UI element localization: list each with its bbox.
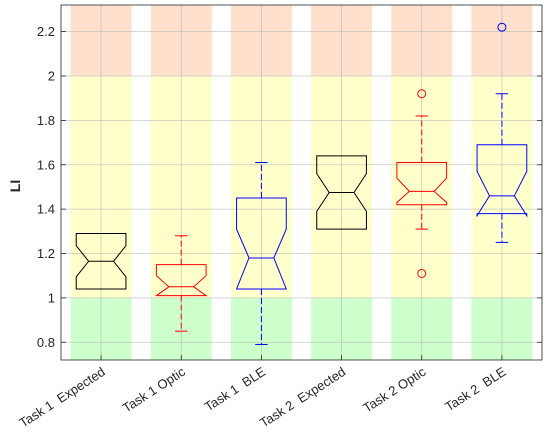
boxes	[75, 22, 528, 345]
box-2	[235, 197, 288, 290]
y-tick-label-4: 1.6	[37, 157, 55, 172]
box-3	[316, 155, 367, 230]
box-4	[396, 162, 448, 206]
x-tick-label-5: Task 2 BLE	[442, 364, 509, 415]
x-tick-label-3: Task 2 Expected	[257, 364, 348, 430]
plot-frame	[60, 4, 543, 361]
x-tick-label-4: Task 2 Optic	[360, 364, 429, 416]
x-tick-label-1: Task 1 Optic	[120, 364, 189, 416]
y-tick-label-2: 1.2	[37, 246, 55, 261]
x-tick-label-2: Task 1 BLE	[202, 364, 269, 415]
y-tick-label-1: 1	[48, 290, 55, 305]
outlier-5-0	[497, 22, 507, 32]
y-axis-label: LI	[7, 180, 23, 192]
y-tick-label-7: 2.2	[37, 24, 55, 39]
box-5	[476, 144, 528, 218]
x-tick-label-0: Task 1 Expected	[17, 364, 108, 430]
axes	[60, 4, 543, 361]
outlier-4-1	[417, 89, 427, 99]
box-1	[154, 264, 208, 297]
y-tick-label-0: 0.8	[37, 335, 55, 350]
background-bands	[70, 5, 533, 360]
outlier-4-0	[417, 268, 427, 278]
box-0	[75, 233, 127, 290]
y-tick-label-3: 1.4	[37, 202, 55, 217]
y-tick-label-5: 1.8	[37, 113, 55, 128]
grid-lines	[61, 5, 542, 360]
y-tick-label-6: 2	[48, 69, 55, 84]
